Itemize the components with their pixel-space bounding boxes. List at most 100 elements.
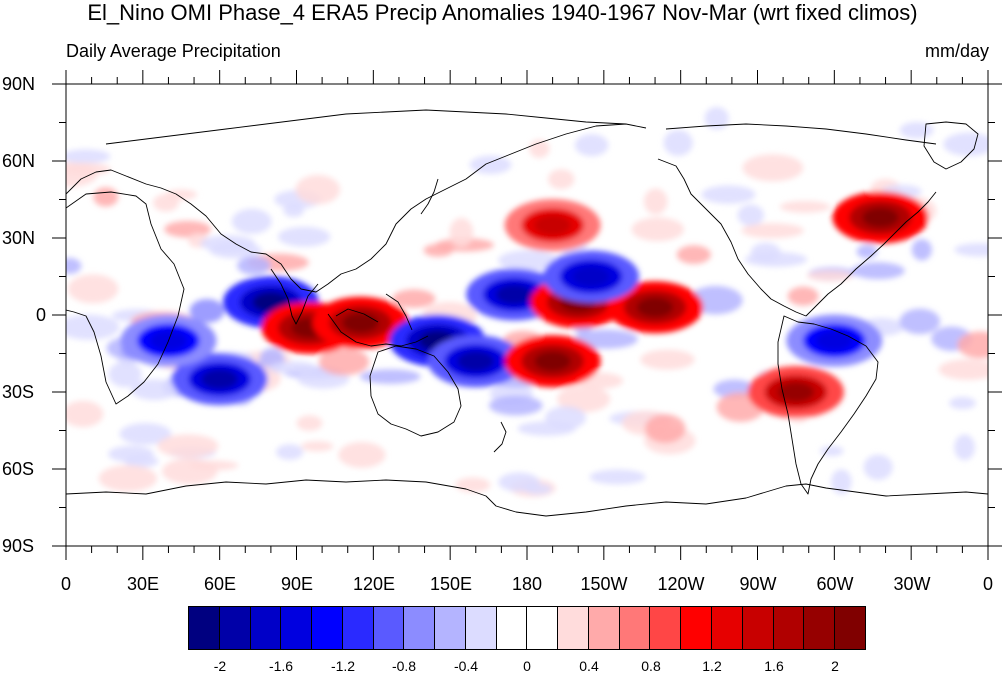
- colorbar-cell: [527, 607, 559, 649]
- anomaly-blob: [704, 106, 729, 130]
- anomaly-blob: [119, 423, 172, 445]
- lon-label-90w: 90W: [739, 574, 777, 594]
- anomaly-blob: [318, 348, 370, 376]
- anomaly-feature: [777, 382, 815, 402]
- anomaly-blob: [423, 243, 454, 257]
- anomaly-blob: [66, 400, 104, 428]
- anomaly-blob: [954, 243, 988, 257]
- colorbar-cell: [250, 607, 282, 649]
- lat-label-60n: 60N: [2, 151, 36, 171]
- anomaly-blob: [954, 434, 975, 461]
- anomaly-blob: [545, 406, 587, 430]
- colorbar-cell: [558, 607, 589, 649]
- lon-label-0-east: 0: [982, 574, 994, 594]
- lat-label-60s: 60S: [2, 459, 35, 479]
- anomaly-feature: [495, 284, 533, 305]
- anomaly-blob: [66, 257, 82, 274]
- anomaly-blob: [676, 245, 711, 265]
- colorbar-cell: [373, 607, 405, 649]
- anomaly-feature: [862, 207, 899, 228]
- anomaly-blob: [392, 289, 436, 308]
- map-title: El_Nino OMI Phase_4 ERA5 Precip Anomalie…: [87, 0, 918, 25]
- colorbar-label-6: 0: [523, 658, 531, 674]
- anomaly-blob: [949, 396, 977, 410]
- anomaly-blob: [295, 174, 341, 205]
- lon-label-90e: 90E: [280, 574, 314, 594]
- coastline-india: [270, 268, 319, 325]
- anomaly-blob: [640, 349, 695, 370]
- anomaly-feature: [636, 297, 674, 318]
- anomaly-blob: [741, 223, 804, 239]
- coastline-north-america: [657, 123, 937, 317]
- anomaly-blob: [283, 203, 305, 218]
- tick-marks: [52, 70, 1002, 560]
- colorbar: [188, 606, 866, 650]
- anomaly-blob: [108, 361, 142, 388]
- anomaly-blob: [744, 252, 808, 267]
- anomaly-map-canvas: [66, 106, 988, 517]
- coastline-arctic-russia: [105, 109, 627, 145]
- anomaly-blob: [236, 256, 271, 275]
- lat-label-90n: 90N: [2, 74, 36, 94]
- anomaly-blob: [130, 379, 178, 401]
- anomaly-blob: [66, 314, 120, 340]
- anomaly-blob: [663, 129, 693, 156]
- colorbar-label-2: -1.6: [268, 658, 294, 674]
- lat-label-equator: 0: [36, 305, 47, 325]
- anomaly-blob: [806, 270, 853, 282]
- colorbar-cell: [681, 607, 713, 649]
- anomaly-feature: [252, 292, 290, 313]
- anomaly-blob: [557, 385, 611, 413]
- anomaly-blob: [200, 235, 256, 252]
- lon-label-60w: 60W: [816, 574, 854, 594]
- coastline-antarctica: [66, 479, 988, 517]
- colorbar-cell: [650, 607, 682, 649]
- anomaly-blob: [529, 139, 550, 158]
- anomaly-feature: [342, 312, 379, 333]
- colorbar-cell: [496, 607, 528, 649]
- anomaly-map: [66, 84, 988, 546]
- anomaly-blob: [831, 469, 852, 495]
- anomaly-blob: [275, 444, 304, 460]
- map-border: [65, 83, 989, 547]
- colorbar-cell: [281, 607, 313, 649]
- coastline-africa: [66, 191, 185, 405]
- colorbar-label-10: 1.6: [764, 658, 784, 674]
- anomaly-blob: [188, 460, 239, 471]
- colorbar-cell: [435, 607, 466, 649]
- anomaly-blob: [589, 469, 646, 485]
- colorbar-cell: [465, 607, 497, 649]
- colorbar-cell: [835, 607, 865, 649]
- lon-label-180: 180: [511, 574, 543, 594]
- anomaly-blob: [189, 298, 225, 323]
- anomaly-blob: [819, 445, 844, 457]
- coastline-greenland: [923, 121, 979, 170]
- anomaly-blob: [67, 274, 119, 304]
- coastline-maritime: [327, 293, 429, 347]
- anomaly-blob: [631, 217, 684, 242]
- coastline-japan: [420, 178, 439, 215]
- anomaly-blob: [863, 454, 893, 480]
- anomaly-blob: [108, 445, 154, 463]
- anomaly-blob: [742, 154, 804, 182]
- anomaly-blob: [548, 169, 575, 190]
- anomaly-feature: [816, 330, 853, 351]
- colorbar-label-9: 1.2: [702, 658, 722, 674]
- lon-label-120w: 120W: [657, 574, 705, 594]
- colorbar-cell: [588, 607, 620, 649]
- anomaly-feature: [201, 369, 238, 390]
- anomaly-blob: [643, 188, 668, 215]
- anomaly-blob: [851, 262, 905, 280]
- variable-label: Daily Average Precipitation: [66, 41, 281, 61]
- anomaly-blob: [957, 331, 988, 359]
- anomaly-blob: [574, 329, 638, 349]
- lat-label-30n: 30N: [2, 228, 36, 248]
- lon-label-60e: 60E: [203, 574, 237, 594]
- colorbar-cell: [773, 607, 805, 649]
- coastline-south-america: [777, 315, 879, 495]
- anomaly-blob: [779, 200, 831, 213]
- colorbar-cell: [619, 607, 651, 649]
- colorbar-label-1: -2: [213, 658, 227, 674]
- anomaly-blob: [449, 217, 474, 248]
- colorbar-cell: [404, 607, 436, 649]
